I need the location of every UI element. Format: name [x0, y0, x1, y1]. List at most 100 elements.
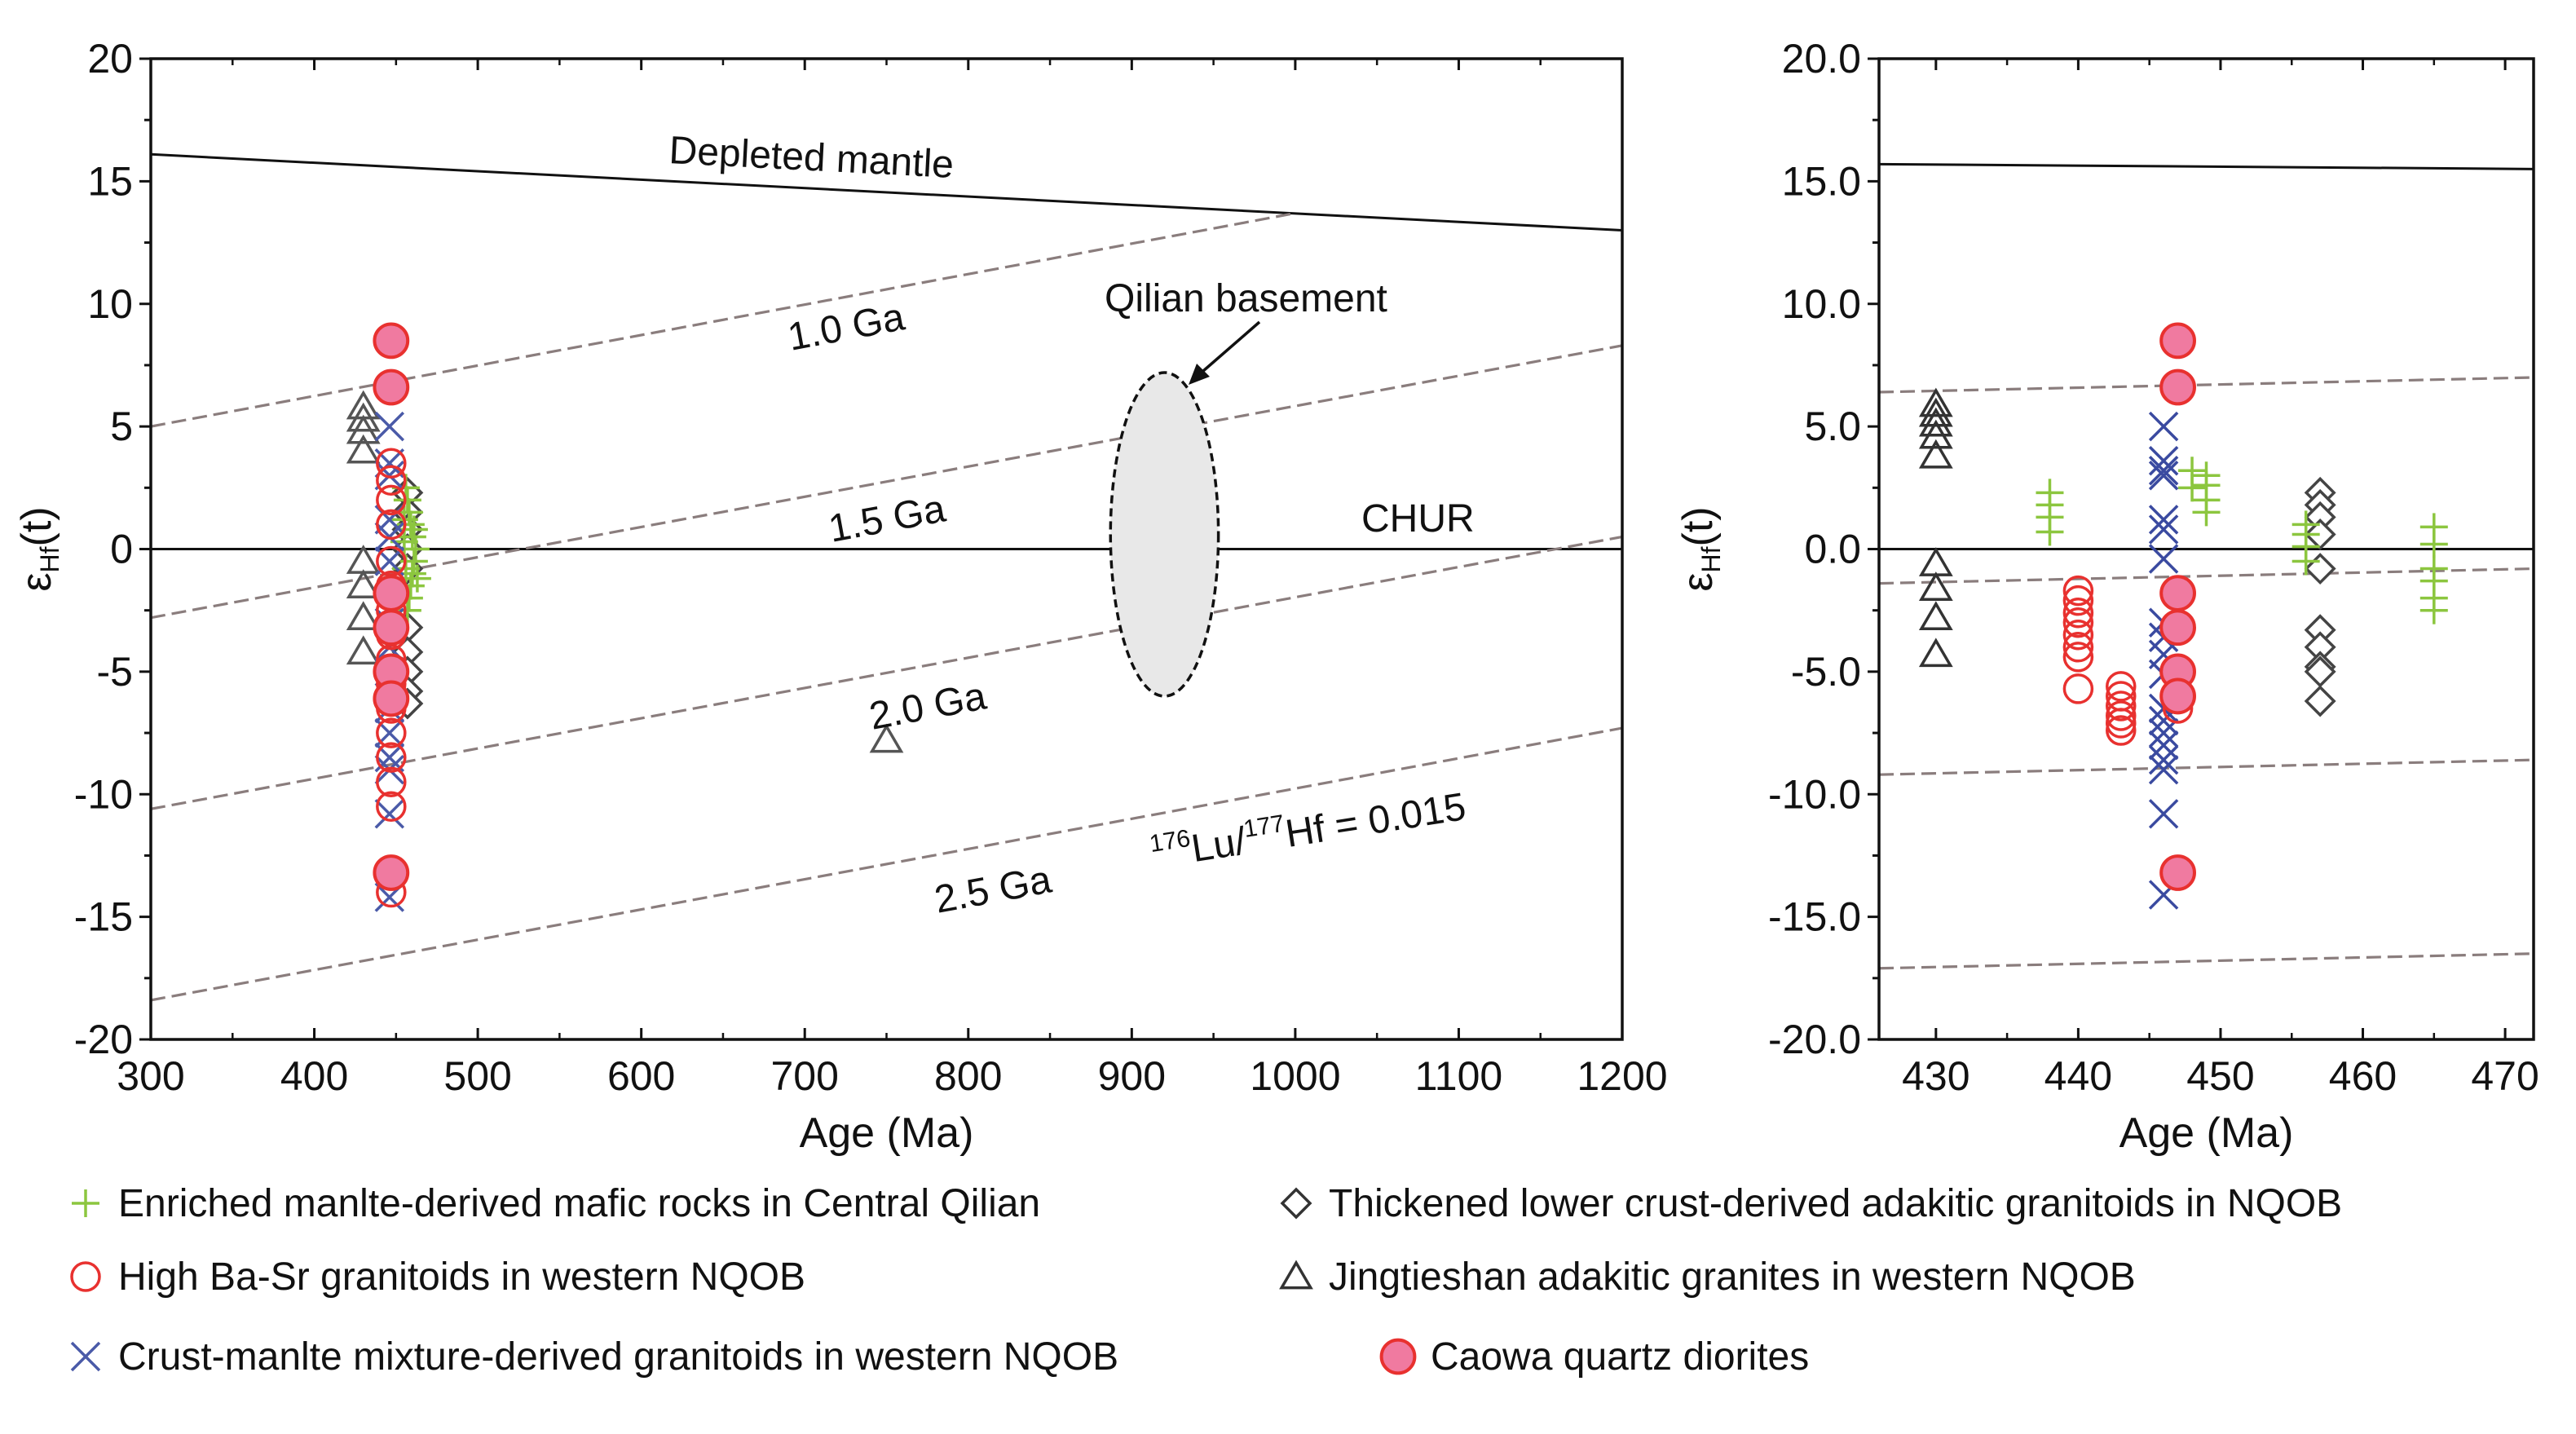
legend-marker-plus	[72, 1189, 99, 1217]
y-tick-label: 15	[87, 158, 133, 204]
legend-label: Crust-manlte mixture-derived granitoids …	[118, 1335, 1118, 1379]
point-cross	[374, 522, 405, 552]
reference-lines	[1879, 162, 2534, 970]
qilian-basement-ellipse	[1109, 371, 1220, 698]
y-label-eps: ε	[1674, 572, 1722, 591]
point-cross	[374, 461, 405, 491]
y-tick-label: -5	[97, 649, 133, 695]
y-tick-label: 0.0	[1804, 527, 1861, 572]
basement-arrow-line	[1195, 320, 1261, 378]
x-tick-label: 1000	[1250, 1053, 1340, 1099]
y-tick-label: -20	[74, 1017, 133, 1062]
point-circle-open	[376, 484, 407, 516]
point-cross	[2148, 456, 2179, 486]
point-triangle	[346, 434, 381, 464]
y-label-t: (t)	[13, 506, 60, 546]
x-tick-label: 430	[1902, 1053, 1969, 1099]
series-circle-filled	[373, 322, 410, 891]
point-cross	[2148, 544, 2179, 574]
point-triangle	[346, 635, 381, 665]
point-triangle	[1918, 571, 1953, 601]
point-cross	[374, 411, 405, 442]
y-tick-label: -5.0	[1791, 649, 1861, 695]
point-triangle	[1918, 638, 1953, 668]
point-circle-open	[2062, 632, 2094, 663]
point-plus	[2419, 513, 2448, 541]
y-tick-label: 10.0	[1782, 281, 1861, 327]
point-triangle	[1918, 419, 1953, 449]
point-circle-open	[376, 717, 407, 748]
point-cross	[2148, 799, 2179, 829]
point-circle-filled	[2159, 322, 2196, 360]
cross-b	[2148, 461, 2179, 491]
point-circle-open	[2062, 642, 2094, 673]
label-2-5-ga: 2.5 Ga	[931, 858, 1055, 921]
legend-marker-circle-filled	[1379, 1338, 1417, 1375]
point-triangle	[346, 402, 381, 432]
cross-b	[2148, 456, 2179, 486]
series-diamond	[2304, 476, 2336, 717]
series-circle-filled	[2159, 322, 2196, 891]
point-circle-open	[2106, 691, 2137, 721]
point-circle-open	[2062, 575, 2094, 607]
legend-item: Thickened lower crust-derived adakitic g…	[1280, 1182, 2342, 1225]
point-circle-open	[2106, 715, 2137, 746]
x-axis-label: Age (Ma)	[800, 1110, 974, 1157]
point-circle-filled	[2159, 575, 2196, 612]
x-tick-label: 300	[117, 1053, 184, 1099]
cross-b	[374, 411, 405, 442]
cross-b	[374, 522, 405, 552]
cross-b	[70, 1341, 101, 1372]
legend-item: Jingtieshan adakitic granites in western…	[1279, 1255, 2136, 1299]
point-circle-filled	[373, 575, 410, 612]
ref-line-depleted-mantle	[1879, 162, 2534, 170]
y-label-sub: Hf	[35, 546, 64, 572]
point-cross	[2148, 717, 2179, 748]
legend-item: Crust-manlte mixture-derived granitoids …	[70, 1335, 1118, 1379]
x-tick-label: 500	[443, 1053, 511, 1099]
y-tick-label: 10	[87, 281, 133, 327]
point-cross	[2148, 754, 2179, 785]
right-panel: 20.0 15.0 10.0 5.0 0.0 -5.0 -10.0 -15.0 -20.0 430…	[1674, 36, 2539, 1157]
point-triangle	[1918, 439, 1953, 469]
point-triangle	[346, 569, 381, 598]
x-tick-label: 900	[1098, 1053, 1166, 1099]
ref-line-1-0-ga	[151, 211, 1296, 428]
point-triangle	[1918, 397, 1953, 427]
x-axis-label: Age (Ma)	[2119, 1110, 2294, 1157]
point-circle-filled	[2159, 677, 2196, 715]
x-tick-label: 1100	[1415, 1053, 1503, 1099]
point-plus	[393, 486, 421, 514]
cross-b	[2148, 744, 2179, 775]
x-tick-label: 1200	[1577, 1053, 1667, 1099]
point-circle-filled	[373, 368, 410, 406]
ref-line-2-5-ga	[151, 726, 1622, 1002]
label-qilian-basement: Qilian basement	[1105, 277, 1387, 320]
point-circle-open	[376, 742, 407, 773]
y-tick-label: 5.0	[1804, 404, 1861, 449]
cross-b	[374, 754, 405, 785]
y-label-t: (t)	[1674, 506, 1722, 546]
series-plus	[2036, 457, 2448, 624]
point-circle-open	[2062, 673, 2094, 704]
point-plus	[2036, 479, 2064, 507]
cross-b	[2148, 544, 2179, 574]
point-plus	[2419, 554, 2448, 583]
point-plus	[2192, 498, 2221, 527]
cross-b	[2148, 730, 2179, 761]
x-tick-label: 600	[607, 1053, 675, 1099]
point-cross	[374, 799, 405, 829]
ref-line-depleted-mantle	[151, 152, 1622, 232]
y-tick-label: 20	[87, 36, 133, 82]
point-circle-open	[2106, 700, 2137, 731]
legend-label: High Ba-Sr granitoids in western NQOB	[118, 1255, 805, 1299]
label-1-5-ga: 1.5 Ga	[825, 487, 949, 550]
point-circle-open	[376, 465, 407, 496]
point-cross	[2148, 505, 2179, 535]
hf-sup: 177	[1242, 810, 1286, 843]
point-circle-filled	[2159, 854, 2196, 891]
basement-arrow-head	[1189, 364, 1210, 385]
y-label-eps: ε	[13, 572, 60, 591]
point-triangle	[346, 414, 381, 444]
